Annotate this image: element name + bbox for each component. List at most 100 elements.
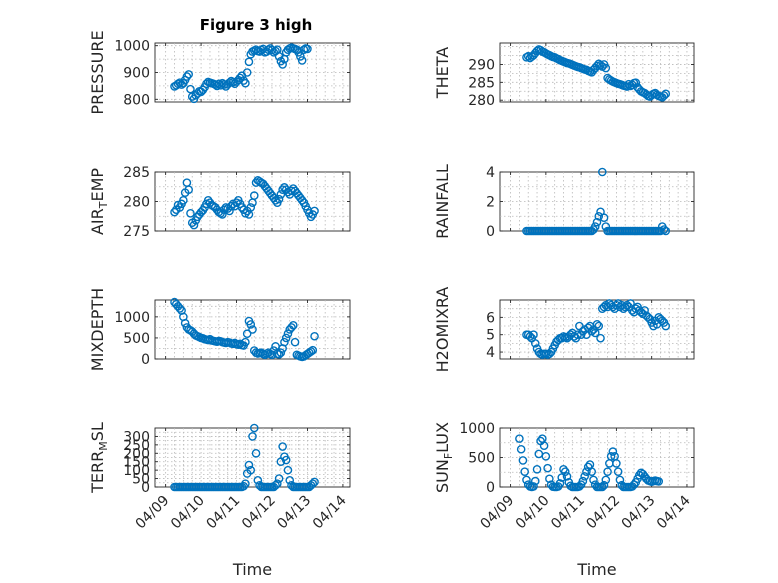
data-point <box>242 329 252 339</box>
y-tick-label: 900 <box>123 66 150 82</box>
data-point <box>281 455 291 465</box>
data-point <box>594 321 604 331</box>
data-point <box>560 467 570 476</box>
y-tick-label: 0 <box>486 224 495 240</box>
series-h2omixra <box>522 299 671 359</box>
data-point <box>615 475 625 485</box>
x-tick-label: 04/11 <box>548 493 588 533</box>
grid <box>500 172 694 231</box>
data-point <box>244 460 254 470</box>
data-point <box>214 79 224 89</box>
data-point <box>520 467 529 476</box>
data-point <box>654 477 664 486</box>
data-point <box>596 333 605 343</box>
y-tick-label: 150 <box>123 455 150 471</box>
series-mixdepth <box>170 297 319 362</box>
x-tick-label: 04/11 <box>204 493 244 533</box>
data-point <box>274 194 284 204</box>
data-point <box>249 191 259 200</box>
x-axis-label: Time <box>232 560 272 579</box>
data-point <box>589 475 598 485</box>
data-point <box>640 306 649 315</box>
data-point <box>523 51 533 61</box>
data-point <box>251 448 261 458</box>
data-point <box>597 482 607 492</box>
y-tick-label: 280 <box>468 93 495 109</box>
series-theta <box>522 45 671 102</box>
data-point <box>582 467 591 476</box>
data-point <box>601 63 611 73</box>
y-tick-label: 6 <box>486 310 495 326</box>
data-point <box>518 456 528 465</box>
data-point <box>241 78 250 88</box>
data-point <box>299 45 309 55</box>
y-tick-label: 0 <box>141 480 150 496</box>
data-point <box>543 463 552 473</box>
data-point <box>310 477 319 487</box>
panel-h2omixra: 45 6 H2OMIXRA <box>433 287 695 372</box>
data-point <box>273 479 282 488</box>
data-point <box>179 196 188 205</box>
plot-area <box>499 42 695 103</box>
data-point <box>608 447 618 456</box>
y-tick-label: 1000 <box>114 310 150 326</box>
data-point <box>580 472 589 481</box>
y-tick-label: 100 <box>123 463 150 479</box>
data-point <box>228 77 238 87</box>
series-air_temp <box>170 175 319 230</box>
panel-theta: 280 285 290 THETA <box>433 42 695 109</box>
series-rainfall <box>522 167 671 236</box>
x-tick-label: 04/09 <box>478 493 518 533</box>
data-point <box>308 345 318 355</box>
data-point <box>613 467 623 476</box>
data-point <box>287 186 296 196</box>
panel-pressure: 800 900 1000 PRESSURE <box>88 30 351 115</box>
y-tick-label: 290 <box>468 57 495 73</box>
data-point <box>296 52 305 61</box>
data-point <box>175 304 185 313</box>
data-point <box>601 475 611 485</box>
data-point <box>661 89 671 99</box>
data-point <box>278 185 287 194</box>
data-point <box>587 467 597 476</box>
data-point <box>249 423 259 433</box>
y-tick-label: 0 <box>141 352 150 368</box>
y-tick-label: 250 <box>123 438 150 454</box>
series-terr_msl <box>170 423 319 492</box>
data-point <box>515 434 524 443</box>
y-tick-label: 4 <box>486 165 495 181</box>
y-tick-label: 300 <box>123 429 150 445</box>
data-point <box>529 330 538 340</box>
data-point <box>180 318 190 328</box>
y-tick-label: 285 <box>468 75 495 91</box>
data-point <box>599 480 609 490</box>
data-point <box>590 222 600 231</box>
data-point <box>529 482 538 491</box>
data-point <box>246 465 256 475</box>
y-tick-label: 800 <box>123 92 150 108</box>
data-point <box>594 211 604 221</box>
data-point <box>248 325 257 334</box>
data-point <box>532 464 542 474</box>
data-point <box>522 475 531 485</box>
data-point <box>184 70 193 79</box>
y-tick-label: 2 <box>486 195 495 211</box>
panel-rainfall: 0 2 4 RAINFALL <box>433 164 695 240</box>
y-tick-label: 285 <box>123 165 150 181</box>
series-sun_flux <box>515 434 664 492</box>
panel-terr_msl: 05010015020025030004/0904/1004/1104/1204… <box>88 422 351 579</box>
x-tick-label: 04/12 <box>583 493 623 533</box>
data-point <box>612 459 621 468</box>
data-point <box>297 56 307 65</box>
y-tick-label: 500 <box>468 451 495 467</box>
data-point <box>592 319 602 329</box>
y-axis-label: SUNFLUX <box>433 422 455 493</box>
data-point <box>280 337 289 347</box>
data-point <box>310 206 319 216</box>
panel-mixdepth: 0 500 1000 MIXDEPTH <box>88 288 351 371</box>
data-point <box>541 452 551 461</box>
data-point <box>271 481 280 490</box>
data-point <box>184 185 193 194</box>
data-point <box>287 323 296 332</box>
data-point <box>182 72 192 81</box>
